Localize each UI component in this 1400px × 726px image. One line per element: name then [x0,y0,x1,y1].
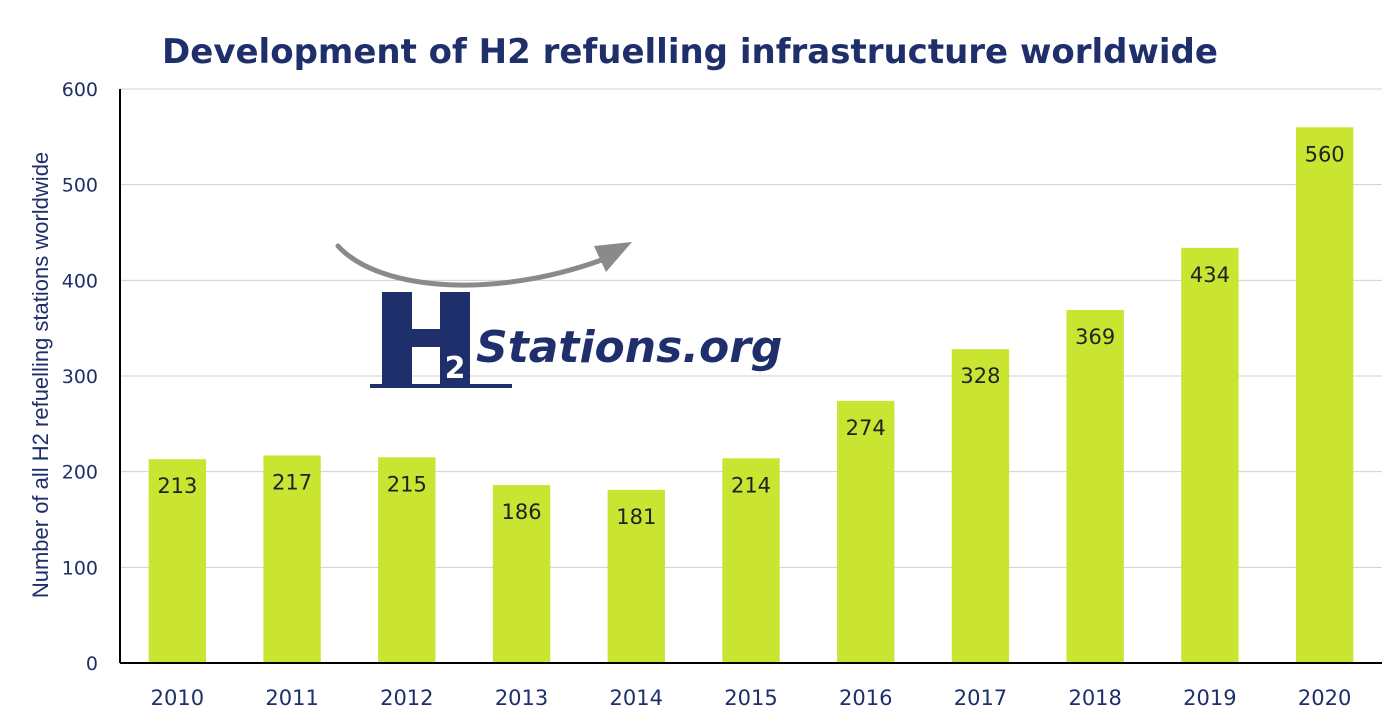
x-tick-label: 2013 [495,686,548,710]
y-tick-label: 600 [62,79,98,101]
x-tick-label: 2018 [1068,686,1121,710]
chart-title: Development of H2 refuelling infrastruct… [162,32,1218,72]
curved-arrow-icon [335,243,615,288]
h2stations-logo: H 2 Stations.org [335,242,782,388]
data-label: 181 [616,505,656,529]
bar-2016 [837,400,895,663]
y-tick-label: 400 [62,270,98,292]
bar-2017 [951,349,1010,663]
data-label: 186 [501,500,541,524]
data-label: 215 [387,472,427,496]
bar-2013 [492,485,551,663]
x-axis-ticks: 2010 2011 2012 2013 2014 2015 2016 2017 2018 2019… [151,686,1352,710]
data-labels: 213 217 215 186 181 214 274 328 369 434 560 [157,142,1344,529]
x-tick-label: 2014 [610,686,663,710]
logo-h-right-stem [440,292,470,386]
x-tick-label: 2016 [839,686,892,710]
data-label: 369 [1075,325,1115,349]
data-label: 217 [272,470,312,494]
y-axis-label: Number of all H2 refuelling stations wor… [28,152,53,598]
bar-2020 [1295,127,1354,664]
data-label: 328 [960,364,1000,388]
arrow-head-icon [594,242,632,272]
bar-2011 [263,455,321,663]
x-tick-label: 2010 [151,686,204,710]
logo-underline [370,384,512,388]
bar-2012 [378,457,436,663]
data-label: 274 [846,416,886,440]
y-tick-label: 200 [62,462,98,484]
bar-2014 [607,489,665,663]
logo-h-crossbar [410,329,442,347]
logo-subscript: 2 [445,351,466,386]
data-label: 434 [1190,263,1230,287]
x-tick-label: 2017 [954,686,1007,710]
y-tick-label: 300 [62,366,98,388]
x-tick-label: 2019 [1183,686,1236,710]
logo-text: Stations.org [476,322,782,373]
x-tick-label: 2015 [724,686,777,710]
data-label: 214 [731,473,771,497]
y-tick-label: 100 [62,557,98,579]
data-label: 560 [1305,142,1345,166]
x-tick-label: 2012 [380,686,433,710]
bar-2018 [1066,309,1124,663]
gridlines [120,88,1382,568]
data-label: 213 [157,474,197,498]
x-tick-label: 2020 [1298,686,1351,710]
bar-2019 [1181,247,1239,663]
bars [148,127,1354,664]
logo-h-left-stem [382,292,412,386]
y-tick-label: 500 [62,175,98,197]
bar-2015 [722,458,780,663]
x-tick-label: 2011 [265,686,318,710]
y-axis-ticks: 0 100 200 300 400 500 600 [62,79,98,675]
bar-2010 [148,459,207,663]
y-tick-label: 0 [86,653,98,675]
